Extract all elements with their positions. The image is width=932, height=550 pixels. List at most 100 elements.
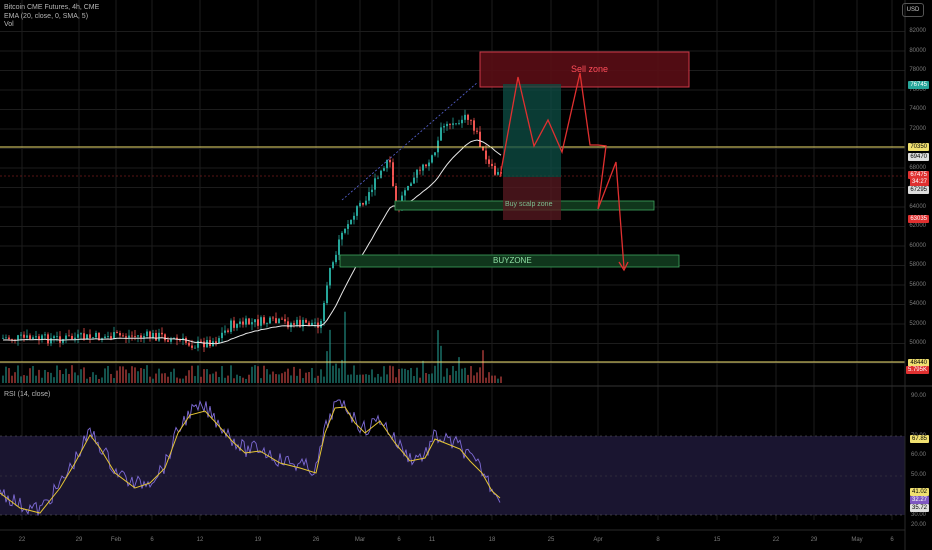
candle <box>287 321 289 328</box>
candle <box>350 219 352 225</box>
volume-bar <box>131 366 133 383</box>
volume-bar <box>368 374 370 383</box>
volume-bar <box>437 330 439 383</box>
volume-bar <box>98 378 100 383</box>
candle <box>323 303 325 322</box>
candle <box>419 169 421 171</box>
volume-bar <box>362 374 364 383</box>
volume-bar <box>44 369 46 383</box>
volume-bar <box>14 372 16 383</box>
volume-bar <box>332 365 334 383</box>
candle <box>236 324 238 328</box>
volume-bar <box>38 369 40 383</box>
candle <box>239 321 241 325</box>
volume-bar <box>365 374 367 383</box>
volume-bar <box>245 378 247 383</box>
candle <box>353 215 355 220</box>
candle <box>383 168 385 171</box>
candle <box>149 331 151 338</box>
candle <box>164 334 166 341</box>
volume-bar <box>86 378 88 383</box>
volume-bar <box>77 375 79 383</box>
volume-bar <box>8 368 10 383</box>
time-tick: 12 <box>196 537 204 543</box>
candle <box>152 333 154 338</box>
rsi-ma-line <box>0 406 501 514</box>
volume-legend[interactable]: Vol <box>4 21 14 28</box>
candle <box>38 336 40 340</box>
ema-legend[interactable]: EMA (20, close, 0, SMA, 5) <box>4 13 89 20</box>
currency-button[interactable]: USD <box>902 3 924 17</box>
candle <box>464 114 466 120</box>
volume-bar <box>395 377 397 383</box>
candle <box>314 322 316 324</box>
rsi-tick: 30.00 <box>910 512 926 518</box>
candle <box>404 190 406 196</box>
volume-bar <box>269 374 271 383</box>
volume-bar <box>284 371 286 383</box>
candle <box>395 186 397 203</box>
candle <box>257 319 259 326</box>
rsi-tag: 32.27 <box>909 496 929 504</box>
price-tag: 70350 <box>908 143 929 151</box>
candle <box>440 127 442 141</box>
candle <box>299 319 301 327</box>
volume-bar <box>464 367 466 383</box>
volume-bar <box>71 365 73 383</box>
rsi-tick: 50.00 <box>910 472 926 478</box>
price-tick: 50000 <box>909 340 926 346</box>
price-tag: 48440 <box>908 359 929 367</box>
volume-bar <box>227 375 229 383</box>
rsi-tick: 90.00 <box>910 393 926 399</box>
candle <box>29 335 31 340</box>
candle <box>20 334 22 336</box>
candle <box>281 318 283 320</box>
candle <box>389 159 391 163</box>
ema-line <box>2 139 502 345</box>
volume-bar <box>191 365 193 383</box>
volume-bar <box>167 376 169 383</box>
rsi-legend[interactable]: RSI (14, close) <box>4 391 51 398</box>
volume-bar <box>287 368 289 383</box>
time-tick: 22 <box>18 537 26 543</box>
volume-bar <box>170 371 172 383</box>
candle <box>284 319 286 322</box>
volume-bar <box>404 368 406 383</box>
candle <box>137 335 139 337</box>
candle <box>458 123 460 125</box>
candle <box>98 332 100 341</box>
candle <box>308 322 310 326</box>
volume-bar <box>266 369 268 383</box>
candle <box>416 169 418 178</box>
candle <box>245 318 247 325</box>
price-tick: 64000 <box>909 203 926 210</box>
candle <box>92 337 94 339</box>
candle <box>221 332 223 339</box>
volume-bar <box>326 351 328 383</box>
volume-bar <box>215 371 217 383</box>
candle <box>272 317 274 319</box>
volume-bar <box>188 370 190 383</box>
volume-bars <box>2 311 502 383</box>
volume-bar <box>62 373 64 383</box>
volume-bar <box>41 377 43 383</box>
time-tick: 11 <box>428 537 436 543</box>
candle <box>377 177 379 179</box>
volume-bar <box>407 370 409 383</box>
volume-bar <box>335 363 337 383</box>
volume-bar <box>26 375 28 383</box>
rsi-line <box>0 399 501 516</box>
candle <box>113 332 115 339</box>
volume-bar <box>446 368 448 383</box>
volume-bar <box>260 378 262 383</box>
volume-bar <box>47 372 49 383</box>
volume-bar <box>497 378 499 383</box>
volume-bar <box>233 378 235 383</box>
volume-bar <box>401 368 403 383</box>
volume-bar <box>224 377 226 383</box>
candle <box>65 335 67 339</box>
time-tick: 15 <box>713 537 721 543</box>
symbol-legend[interactable]: Bitcoin CME Futures, 4h, CME <box>4 4 100 11</box>
